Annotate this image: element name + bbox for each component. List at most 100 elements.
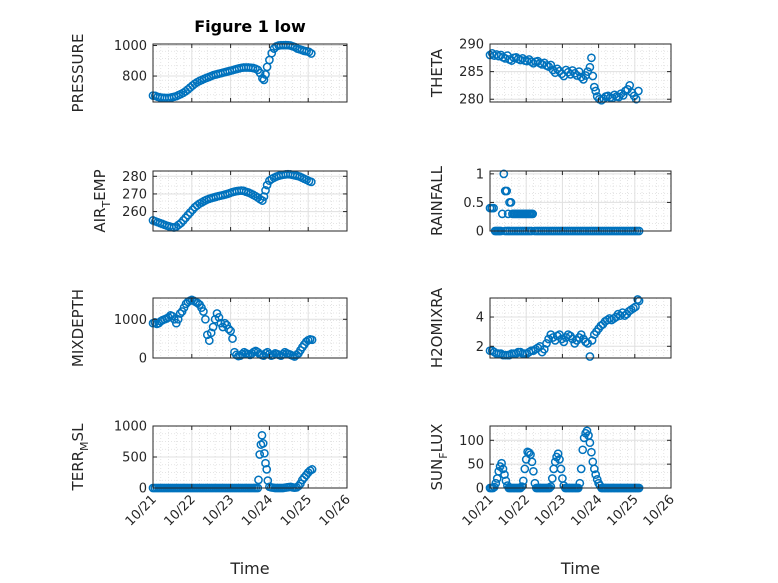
data-point — [228, 334, 237, 343]
data-point — [178, 216, 188, 225]
data-point — [591, 86, 601, 96]
series-markers — [148, 40, 316, 103]
x-tick-label: 10/22 — [162, 492, 199, 529]
y-tick-label: 100 — [459, 434, 484, 449]
data-point — [633, 295, 643, 304]
series-markers — [485, 49, 643, 105]
data-point — [307, 465, 317, 474]
y-tick-label: 0 — [139, 482, 147, 497]
panel-pressure: 800 1000 PRESSURE Figure 1 low — [69, 17, 348, 112]
y-axis-label-subscript: T — [100, 201, 113, 209]
data-point — [260, 448, 269, 458]
y-axis-label: AIRTEMP — [91, 169, 113, 232]
data-point — [306, 177, 316, 187]
data-point — [527, 457, 537, 467]
data-point — [591, 470, 601, 479]
y-tick-label: 50 — [467, 458, 484, 473]
data-point — [578, 445, 588, 455]
y-tick-label: 0.5 — [463, 196, 484, 211]
data-point — [174, 220, 183, 230]
data-point — [570, 68, 580, 78]
data-point — [173, 314, 183, 324]
data-point — [206, 328, 216, 338]
data-point — [547, 474, 557, 483]
data-point — [188, 205, 197, 215]
y-tick-label: 1000 — [114, 39, 147, 54]
data-point — [552, 64, 562, 74]
data-point — [267, 48, 277, 58]
data-point — [589, 82, 599, 92]
y-axis-label-subscript: M — [78, 441, 91, 451]
data-point — [576, 330, 586, 339]
y-axis-label: RAINFALL — [428, 165, 446, 236]
data-point — [576, 464, 586, 474]
data-point — [585, 62, 595, 72]
y-tick-label: 4 — [476, 311, 484, 326]
data-point — [631, 94, 641, 104]
data-point — [497, 209, 507, 219]
x-tick-label: 10/23 — [532, 492, 569, 529]
data-point — [262, 465, 272, 474]
data-point — [517, 482, 527, 491]
x-tick-label: 10/24 — [568, 492, 605, 529]
data-point — [224, 324, 234, 334]
panel-mixdepth: 0 1000 MIXDEPTH — [69, 289, 348, 367]
panel-rainfall: 0 0.5 1 RAINFALL — [428, 165, 672, 240]
data-point — [164, 313, 173, 322]
x-tick-label: 10/25 — [278, 492, 315, 529]
x-tick-label: 10/26 — [317, 492, 354, 529]
y-tick-label: 290 — [459, 38, 484, 53]
data-point — [576, 72, 586, 82]
y-axis-label: SUNFLUX — [428, 424, 450, 491]
data-point — [491, 478, 501, 488]
data-point — [528, 209, 538, 219]
x-tick-label: 10/22 — [496, 492, 533, 529]
data-point — [524, 448, 534, 458]
y-axis-label-part: AIR — [91, 208, 109, 233]
x-tick-label: 10/24 — [239, 492, 276, 529]
chart-title: Figure 1 low — [194, 17, 306, 36]
x-tick-label: 10/21 — [123, 492, 160, 529]
data-point — [307, 335, 317, 345]
data-point — [175, 309, 185, 318]
y-tick-label: 1 — [476, 167, 484, 182]
axes-box — [152, 297, 348, 359]
data-point — [574, 67, 584, 76]
y-tick-label: 270 — [122, 187, 147, 202]
data-point — [585, 352, 595, 361]
data-point — [546, 60, 556, 70]
y-tick-label: 280 — [459, 93, 484, 108]
data-point — [220, 318, 230, 328]
x-axis-label: Time — [560, 559, 600, 578]
y-tick-label: 1000 — [114, 313, 147, 328]
data-point — [550, 457, 560, 467]
data-point — [497, 458, 506, 468]
y-tick-label: 285 — [459, 65, 484, 80]
data-point — [587, 53, 596, 63]
data-point — [499, 169, 509, 179]
data-point — [261, 458, 270, 468]
data-point — [596, 321, 606, 331]
data-point — [553, 449, 563, 459]
data-point — [542, 339, 551, 348]
axes-box — [489, 43, 672, 103]
data-point — [616, 89, 626, 99]
y-tick-label: 0 — [476, 225, 484, 240]
data-point — [518, 476, 528, 486]
data-point — [306, 49, 316, 58]
data-point — [587, 447, 596, 457]
data-point — [204, 336, 214, 345]
data-point — [506, 198, 516, 207]
series-markers — [485, 295, 644, 361]
data-point — [529, 466, 538, 476]
data-point — [589, 464, 599, 474]
y-axis-label-part: SUN — [428, 459, 446, 491]
y-tick-label: 0 — [139, 352, 147, 367]
y-tick-label: 800 — [122, 70, 147, 85]
y-tick-label: 2 — [476, 340, 484, 355]
data-point — [546, 482, 556, 491]
y-axis-label-subscript: F — [437, 452, 450, 458]
y-axis-label: TERRMSL — [69, 423, 91, 492]
data-point — [501, 476, 511, 486]
